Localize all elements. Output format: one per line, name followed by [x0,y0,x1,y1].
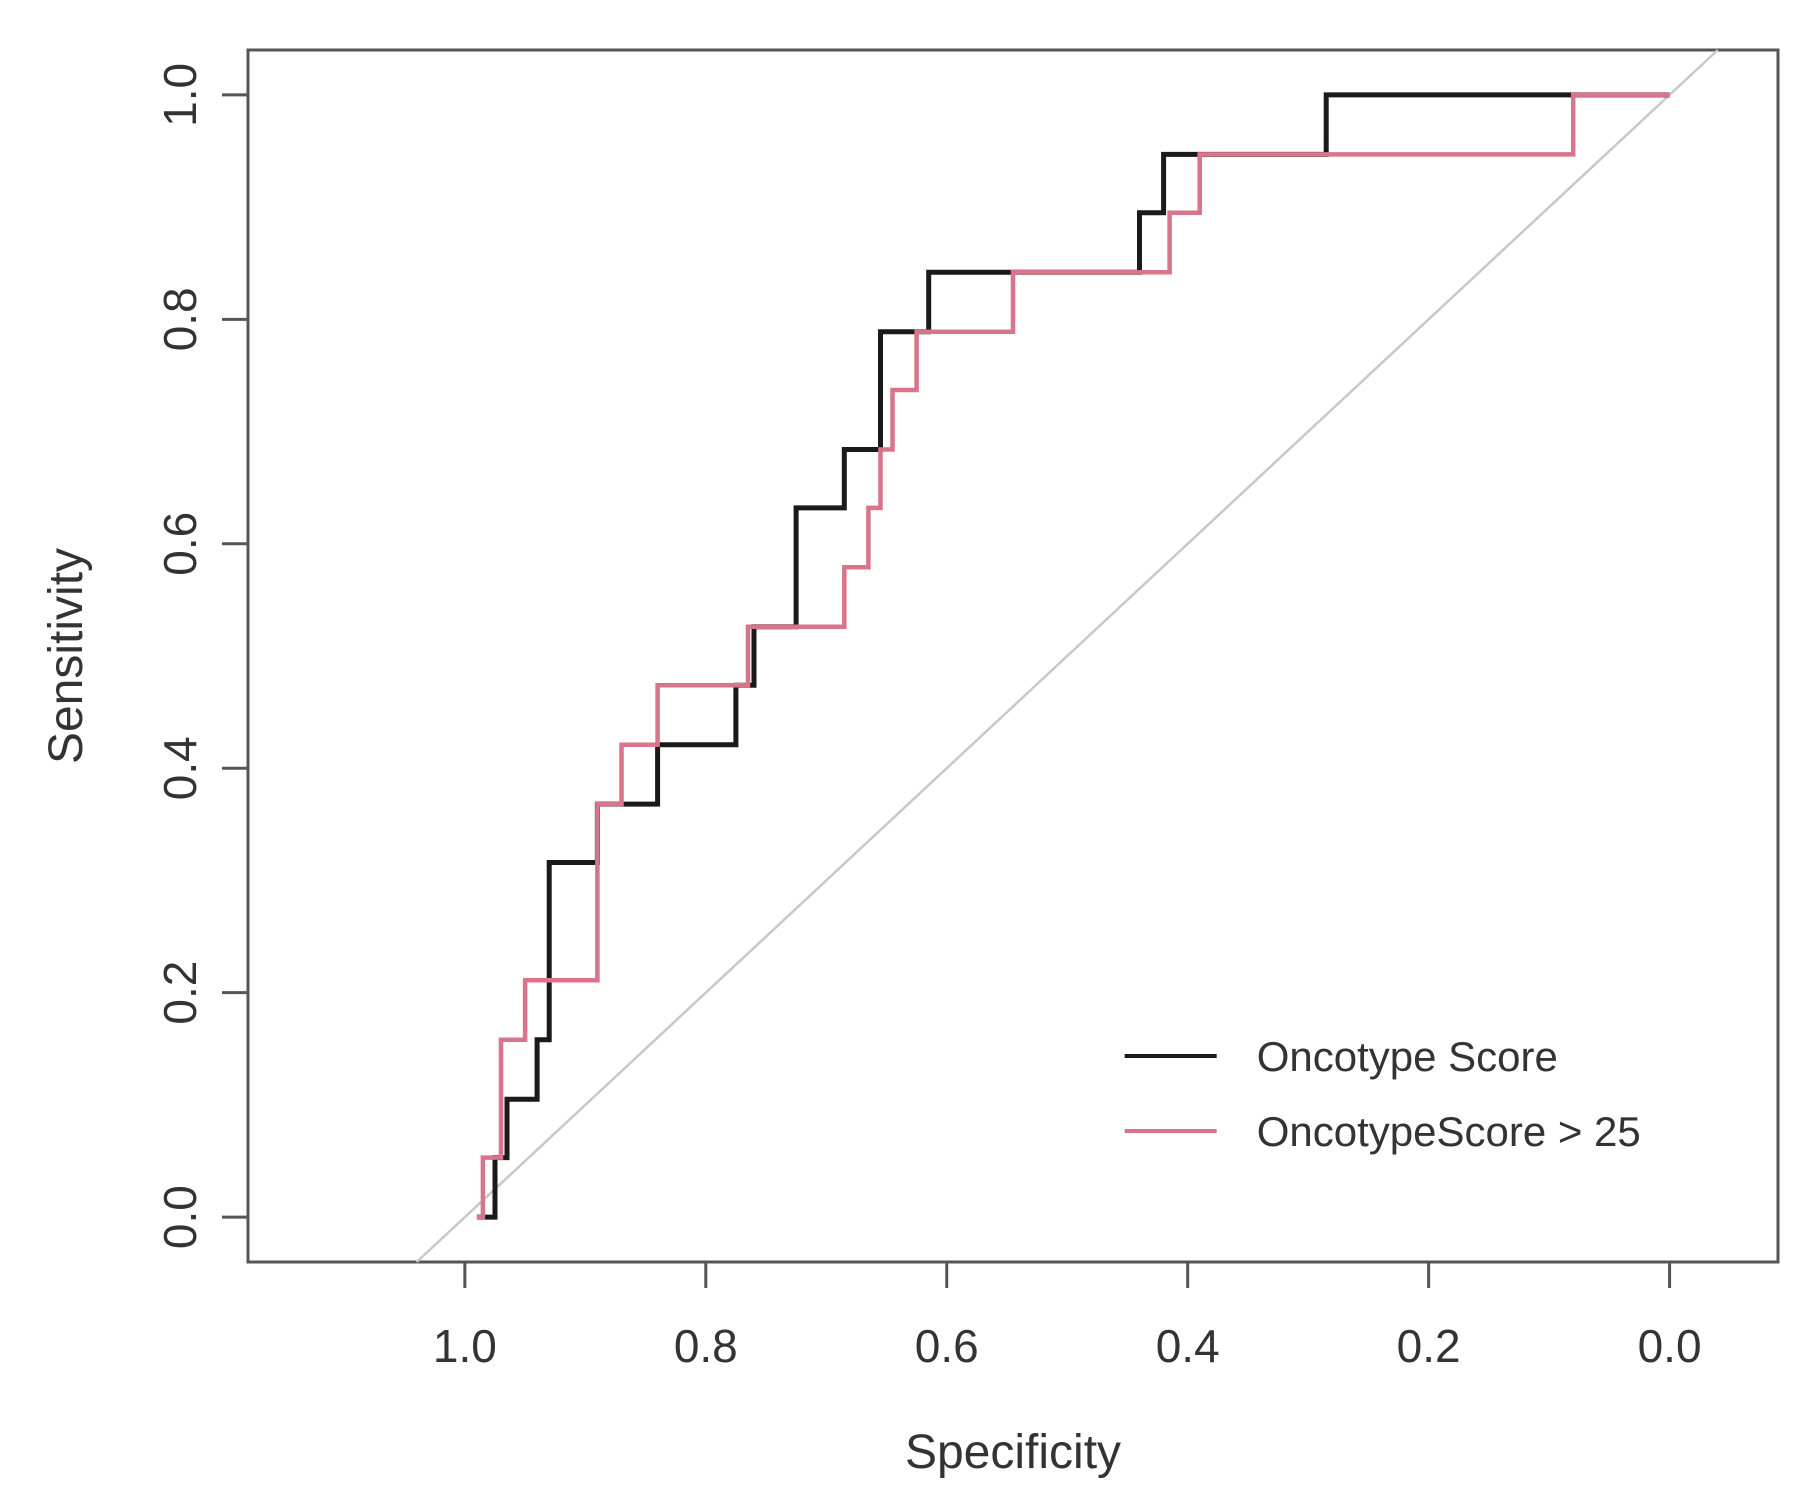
reference-diagonal-layer [415,49,1719,1263]
x-tick-label: 0.8 [674,1320,738,1372]
x-tick-label: 1.0 [433,1320,497,1372]
roc-curve-oncotype-score-gt-25 [476,92,1670,1220]
y-tick-label: 0.4 [154,736,206,800]
y-tick-label: 0.6 [154,512,206,576]
y-tick-label: 1.0 [154,63,206,127]
roc-curve-oncotype-score [476,92,1670,1220]
x-tick-label: 0.4 [1156,1320,1220,1372]
y-tick-label: 0.8 [154,287,206,351]
plot-frame [246,48,1780,1264]
y-tick-label: 0.0 [154,1185,206,1249]
reference-diagonal [415,49,1719,1263]
y-axis-title: Sensitivity [40,548,93,764]
x-tick-label: 0.2 [1397,1320,1461,1372]
legend: Oncotype Score OncotypeScore > 25 [1124,1033,1641,1155]
x-tick-label: 0.6 [915,1320,979,1372]
legend-label: OncotypeScore > 25 [1257,1108,1641,1155]
x-axis: 1.0 0.8 0.6 0.4 0.2 0.0 [433,1260,1702,1372]
y-axis: 0.0 0.2 0.4 0.6 0.8 1.0 [154,63,250,1249]
x-axis-title: Specificity [905,1426,1121,1479]
series-layer [476,92,1670,1220]
y-tick-label: 0.2 [154,961,206,1025]
x-tick-label: 0.0 [1638,1320,1702,1372]
legend-label: Oncotype Score [1257,1033,1558,1080]
